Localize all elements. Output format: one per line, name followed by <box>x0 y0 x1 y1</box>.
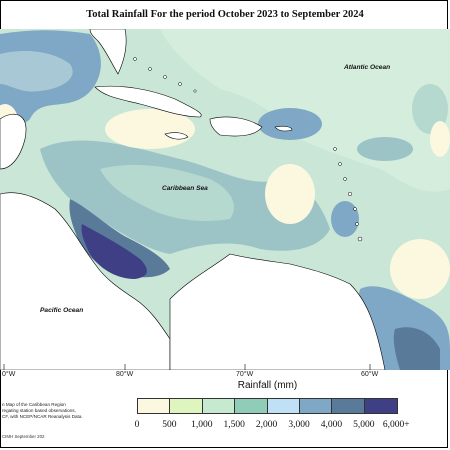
source-line-1: n Map of the Caribbean Region <box>2 402 66 407</box>
map-title: Total Rainfall For the period October 20… <box>86 9 364 20</box>
yucatan-land <box>0 114 27 170</box>
caribbean-light <box>100 164 234 221</box>
lesser-antilles <box>333 147 363 242</box>
guianas-dark <box>393 327 440 370</box>
legend-tick-label: 6,000+ <box>382 420 410 430</box>
longitude-ticks <box>3 364 371 370</box>
legend-tick-label: 0 <box>134 420 140 430</box>
legend-title: Rainfall (mm) <box>237 380 298 391</box>
atlantic-label: Atlantic Ocean <box>344 64 391 71</box>
cuba-land <box>94 85 202 118</box>
rain-pocket-1 <box>258 108 322 140</box>
lon-label-1: 80°W <box>116 371 134 378</box>
legend-tick-label: 1,000 <box>191 420 213 430</box>
jamaica-land <box>164 132 189 140</box>
deepest-rain-zone <box>81 224 147 279</box>
pacific-label: Pacific Ocean <box>40 307 84 314</box>
legend-swatch <box>299 399 333 413</box>
rainfall-map <box>0 29 450 370</box>
florida-land <box>89 29 127 75</box>
dry-zone-3 <box>390 239 450 299</box>
legend-swatch <box>332 399 365 413</box>
dry-zone-1 <box>105 109 195 149</box>
legend-tick-label: 3,000 <box>288 420 310 430</box>
bahamas-islands <box>133 57 197 93</box>
legend-swatch <box>170 399 203 413</box>
south-america-land <box>169 253 386 370</box>
source-line-3: CF, with NCEP/NCAR Reanalysis Data. <box>2 414 83 420</box>
dry-zone-2 <box>265 164 315 224</box>
legend-tick-label: 4,000 <box>320 420 343 430</box>
lon-label-2: 70°W <box>236 371 254 378</box>
dry-zone-4 <box>430 121 450 157</box>
legend-swatch <box>364 399 398 413</box>
legend-swatch <box>138 399 171 413</box>
legend-color-bar <box>137 398 399 414</box>
legend-tick-label: 1,500 <box>223 420 245 430</box>
puerto-rico-land <box>274 125 293 132</box>
rain-pocket-4 <box>357 137 413 161</box>
caribbean-label: Caribbean Sea <box>162 185 208 192</box>
legend-ticks: 0 500 1,000 1,500 2,000 3,000 4,000 5,000 6,000+ <box>120 420 430 432</box>
gulf-band-light <box>0 51 73 92</box>
lon-label-0: 0°W <box>2 371 16 378</box>
lon-label-3: 60°W <box>361 371 379 378</box>
legend-swatch <box>202 399 236 413</box>
credit-text: CIMH September 202 <box>2 434 45 439</box>
source-line-2: regating station based observations, <box>2 408 76 414</box>
legend-tick-label: 2,000 <box>255 420 278 430</box>
hispaniola-land <box>209 116 263 137</box>
legend-swatch <box>267 399 300 413</box>
legend-swatch <box>235 399 268 413</box>
rain-pocket-2 <box>331 201 359 237</box>
source-note: n Map of the Caribbean Region regating s… <box>2 402 122 421</box>
legend-tick-label: 500 <box>162 420 177 430</box>
central-america-land <box>0 192 171 370</box>
legend-tick-label: 5,000 <box>353 420 375 430</box>
